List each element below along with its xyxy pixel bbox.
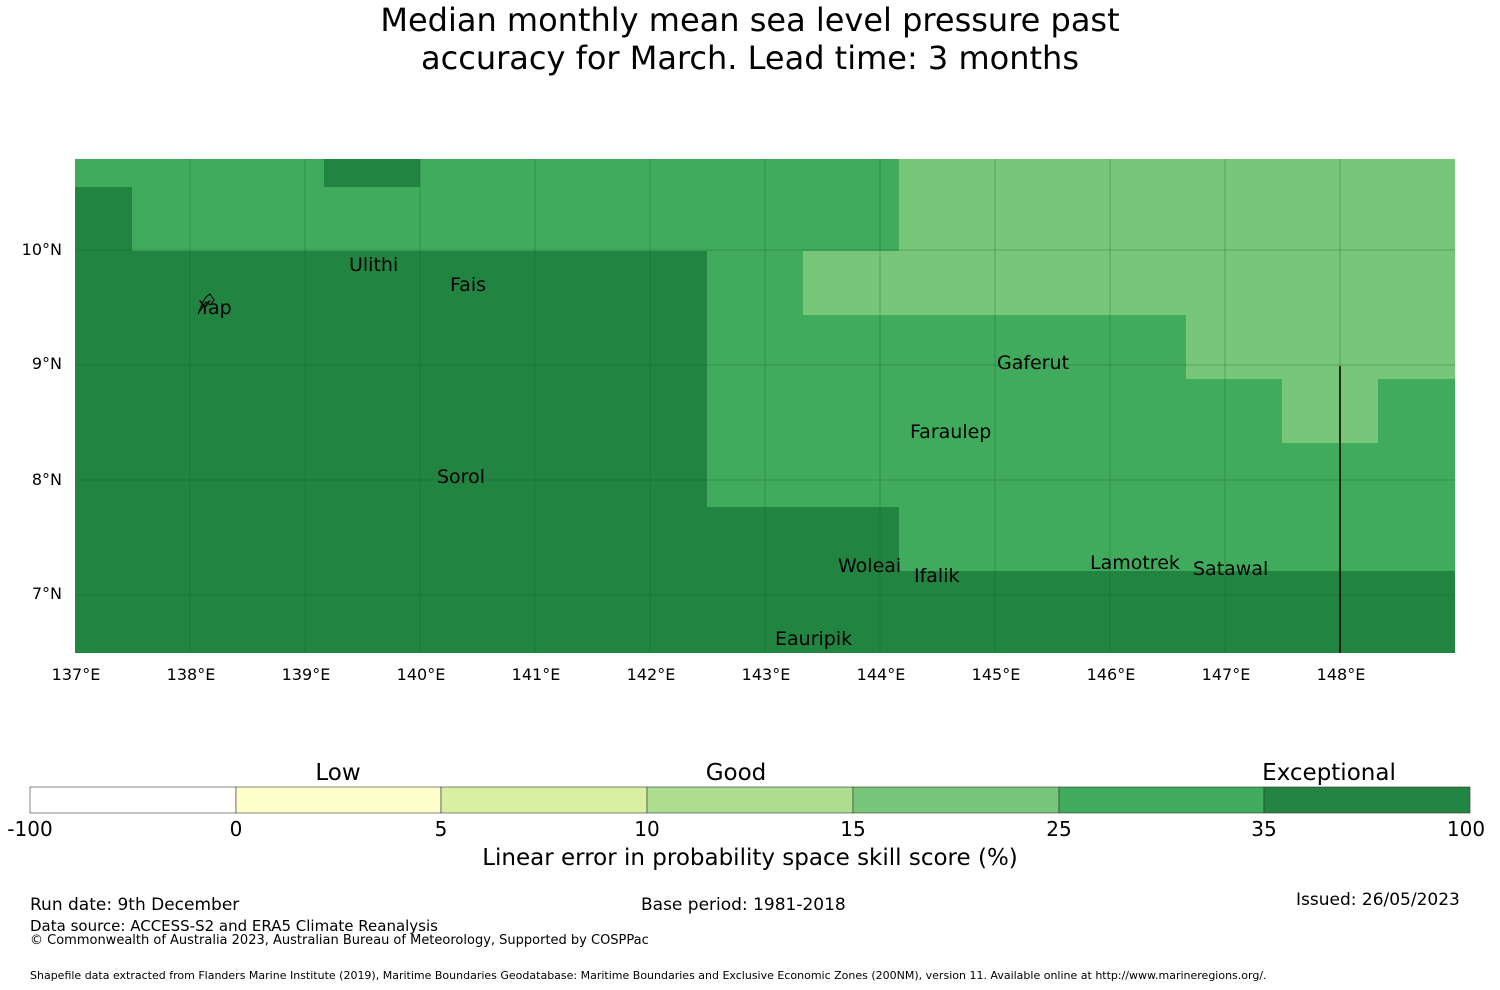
- legend-swatch: [1058, 786, 1265, 814]
- lon-tick-label: 137°E: [51, 665, 101, 684]
- lat-tick-label: 7°N: [31, 584, 62, 603]
- legend-category-exceptional: Exceptional: [1262, 760, 1396, 786]
- legend-tick-label: 100: [1446, 817, 1486, 841]
- data-source: Data source: ACCESS-S2 and ERA5 Climate …: [30, 917, 438, 935]
- legend-swatch: [852, 786, 1060, 814]
- legend-tick-label: 35: [1251, 817, 1277, 841]
- lon-tick-label: 146°E: [1086, 665, 1136, 684]
- lon-tick-label: 143°E: [741, 665, 791, 684]
- lon-tick-label: 147°E: [1201, 665, 1251, 684]
- lat-tick-label: 10°N: [21, 240, 62, 259]
- lat-tick-label: 8°N: [31, 470, 62, 489]
- place-label-fais: Fais: [450, 274, 487, 296]
- legend-tick-label: 25: [1046, 817, 1072, 841]
- copyright: © Commonwealth of Australia 2023, Austra…: [30, 933, 649, 948]
- issued-date: Issued: 26/05/2023: [1296, 890, 1460, 910]
- legend-axis-label: Linear error in probability space skill …: [482, 845, 1018, 871]
- run-date: Run date: 9th December: [30, 895, 240, 915]
- lon-tick-label: 145°E: [971, 665, 1021, 684]
- yap-island-outline: [197, 293, 215, 315]
- lat-tick-label: 9°N: [31, 354, 62, 373]
- map-region-exceptional: [707, 571, 1455, 653]
- map-region-good-high: [75, 159, 900, 187]
- place-label-ulithi: Ulithi: [349, 254, 399, 276]
- legend-tick-label: 5: [434, 817, 448, 841]
- lon-tick-label: 144°E: [856, 665, 906, 684]
- shapefile-credit: Shapefile data extracted from Flanders M…: [30, 969, 1267, 982]
- chart-title-line-1: Median monthly mean sea level pressure p…: [380, 1, 1120, 39]
- map-region-good-mid: [1282, 379, 1378, 443]
- legend-swatch: [29, 786, 237, 814]
- legend-category-low: Low: [315, 760, 361, 786]
- legend-swatch: [646, 786, 854, 814]
- lon-tick-label: 140°E: [396, 665, 446, 684]
- lon-tick-label: 148°E: [1316, 665, 1366, 684]
- legend-swatch: [440, 786, 648, 814]
- legend-tick-label: 15: [840, 817, 866, 841]
- map-region-good-mid: [1186, 315, 1455, 379]
- place-label-yap: Yap: [199, 297, 232, 319]
- legend-colorbar: [29, 786, 1471, 814]
- place-label-ifalik: Ifalik: [914, 565, 960, 587]
- place-label-faraulep: Faraulep: [910, 421, 992, 443]
- map-region-exceptional: [324, 159, 420, 187]
- place-label-eauripik: Eauripik: [775, 628, 853, 650]
- map-region-exceptional: [707, 507, 899, 571]
- legend-tick-label: 10: [634, 817, 660, 841]
- place-label-woleai: Woleai: [838, 555, 902, 577]
- place-label-lamotrek: Lamotrek: [1090, 552, 1180, 574]
- map-region-good-high: [132, 187, 900, 251]
- place-label-satawal: Satawal: [1193, 558, 1269, 580]
- skill-map: [75, 159, 1455, 653]
- lon-tick-label: 138°E: [166, 665, 216, 684]
- base-period: Base period: 1981-2018: [641, 895, 846, 915]
- legend-tick-label: 0: [229, 817, 243, 841]
- lon-tick-label: 141°E: [511, 665, 561, 684]
- map-region-good-mid: [899, 159, 1455, 251]
- place-label-gaferut: Gaferut: [997, 352, 1070, 374]
- lon-tick-label: 139°E: [281, 665, 331, 684]
- legend-swatch: [1263, 786, 1471, 814]
- map-region-good-mid: [803, 251, 1455, 315]
- place-label-sorol: Sorol: [437, 466, 485, 488]
- lon-tick-label: 142°E: [626, 665, 676, 684]
- chart-title-line-2: accuracy for March. Lead time: 3 months: [421, 39, 1079, 77]
- legend-tick-label: -100: [7, 817, 53, 841]
- legend-swatch: [235, 786, 442, 814]
- legend-category-good: Good: [705, 760, 767, 786]
